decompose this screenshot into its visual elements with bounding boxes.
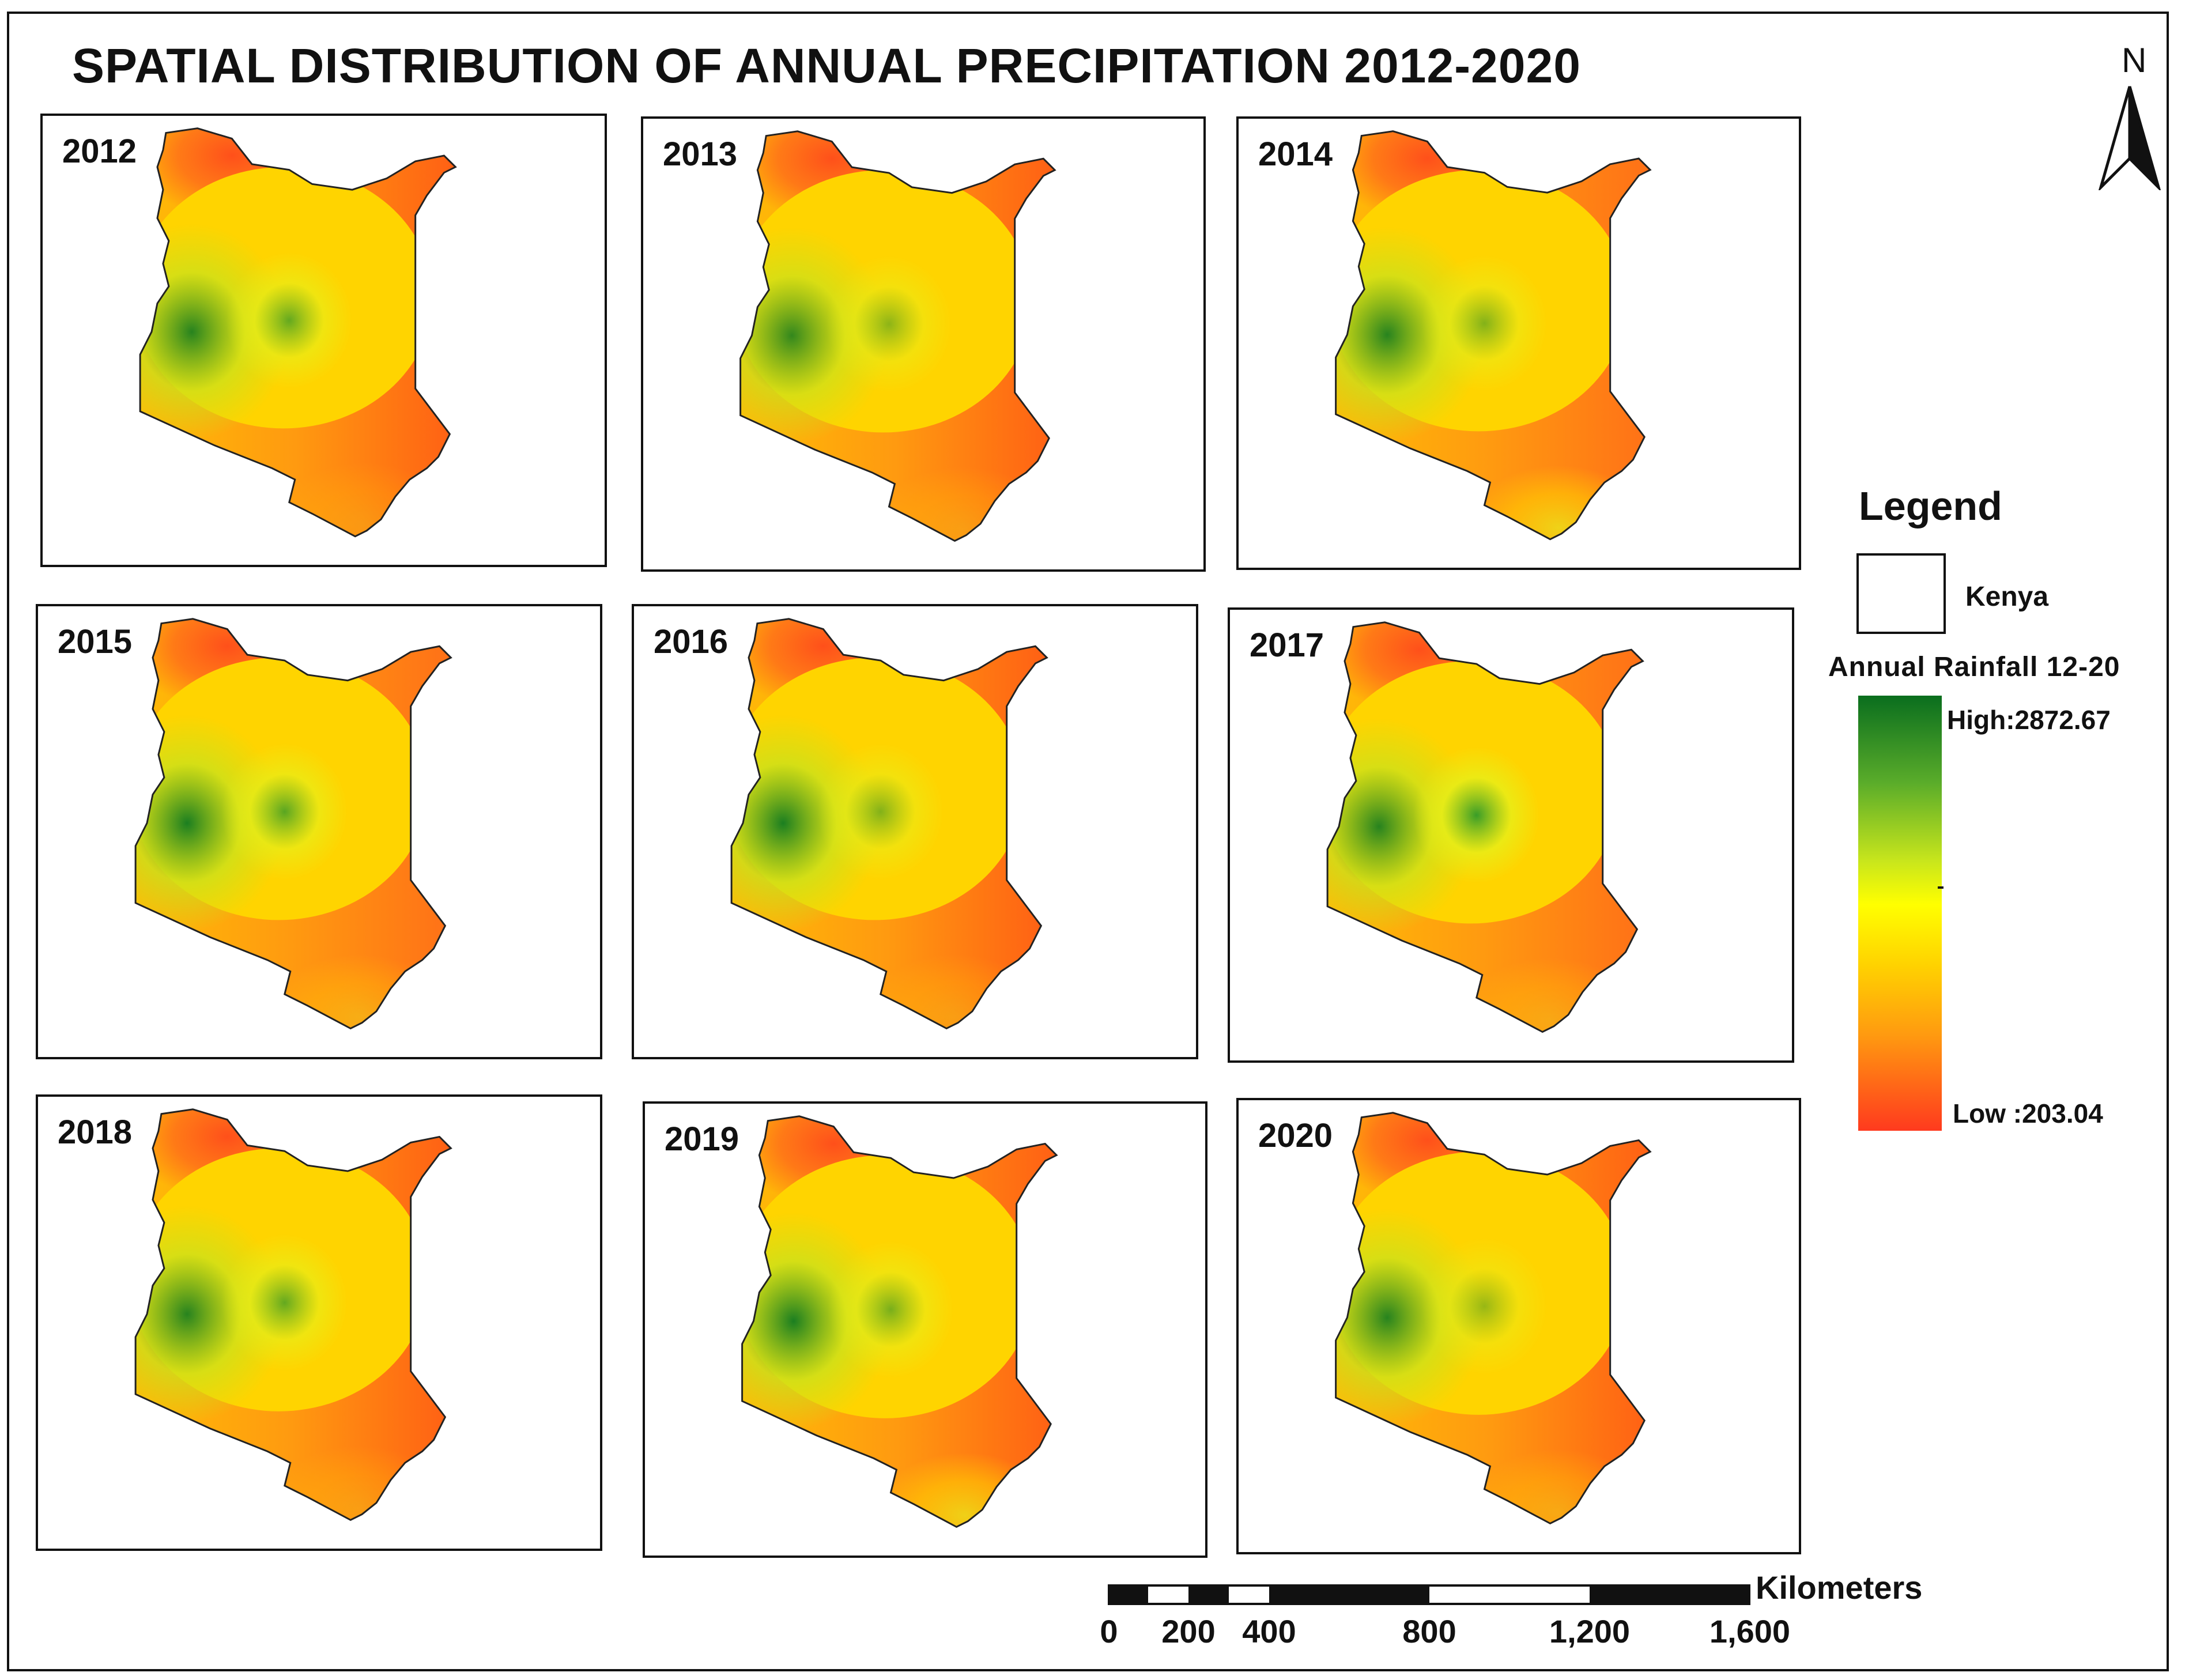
map-panel-2020: 2020 <box>1236 1098 1801 1554</box>
ramp-high-label: High:2872.67 <box>1947 705 2111 735</box>
kenya-boundary <box>134 618 452 1030</box>
scale-tick-label: 400 <box>1242 1613 1296 1649</box>
panel-year-label: 2014 <box>1255 135 1337 173</box>
map-panel-2012: 2012 <box>40 114 607 567</box>
scale-bar <box>1108 1584 1750 1605</box>
map-panel-2018: 2018 <box>36 1094 602 1551</box>
wet-central-highlands <box>221 1234 348 1372</box>
panel-year-label: 2015 <box>54 622 136 661</box>
map-panel-2014: 2014 <box>1236 116 1801 570</box>
north-label: N <box>2122 41 2147 80</box>
kenya-boundary <box>739 130 1056 542</box>
wet-central-highlands <box>1413 746 1540 884</box>
panel-year-label: 2013 <box>659 135 741 173</box>
kenya-rainfall-map <box>134 1108 452 1522</box>
legend-title: Legend <box>1859 484 2002 528</box>
kenya-rainfall-map <box>1326 621 1644 1033</box>
map-title: SPATIAL DISTRIBUTION OF ANNUAL PRECIPITA… <box>72 39 1581 93</box>
wet-central-highlands <box>817 743 944 881</box>
kenya-boundary <box>730 618 1048 1030</box>
kenya-rainfall-map <box>1335 1112 1652 1525</box>
panel-year-label: 2020 <box>1255 1116 1337 1155</box>
kenya-boundary <box>139 127 457 538</box>
kenya-rainfall-map <box>730 618 1048 1030</box>
map-panel-2015: 2015 <box>36 604 602 1059</box>
map-panel-2019: 2019 <box>643 1101 1207 1558</box>
ramp-low-label: Low :203.04 <box>1953 1098 2103 1128</box>
wet-central-highlands <box>826 255 952 393</box>
wet-central-highlands <box>1421 1237 1548 1375</box>
wet-central-highlands <box>1421 255 1548 392</box>
scale-tick-label: 1,200 <box>1549 1613 1631 1649</box>
kenya-rainfall-map <box>741 1115 1058 1528</box>
kenya-legend-label: Kenya <box>1965 582 2049 612</box>
ramp-mid-tick <box>1938 886 1944 889</box>
scale-tick-label: 0 <box>1100 1613 1118 1649</box>
panel-year-label: 2018 <box>54 1113 136 1152</box>
map-panel-2013: 2013 <box>641 116 1206 572</box>
rainfall-ramp-title: Annual Rainfall 12-20 <box>1828 652 2120 682</box>
kenya-boundary <box>1326 621 1644 1033</box>
north-arrow-icon <box>2098 86 2161 190</box>
wet-central-highlands <box>226 252 353 389</box>
kenya-boundary <box>741 1115 1058 1528</box>
panel-year-label: 2016 <box>650 622 732 661</box>
kenya-boundary <box>1335 1112 1652 1525</box>
panel-year-label: 2019 <box>661 1120 743 1158</box>
map-panel-2016: 2016 <box>632 604 1198 1059</box>
kenya-rainfall-map <box>134 618 452 1030</box>
rainfall-color-ramp <box>1858 696 1942 1131</box>
kenya-boundary-swatch <box>1856 553 1946 634</box>
kenya-rainfall-map <box>739 130 1056 542</box>
wet-central-highlands <box>828 1241 954 1379</box>
scale-tick-label: 200 <box>1161 1613 1216 1649</box>
wet-central-highlands <box>221 743 348 881</box>
kenya-rainfall-map <box>139 127 457 538</box>
scale-unit-label: Kilometers <box>1756 1569 1923 1606</box>
scale-tick-label: 1,600 <box>1709 1613 1791 1649</box>
map-panel-2017: 2017 <box>1228 607 1794 1063</box>
panel-year-label: 2017 <box>1246 626 1328 665</box>
kenya-rainfall-map <box>1335 130 1652 541</box>
kenya-boundary <box>134 1108 452 1522</box>
scale-tick-label: 800 <box>1402 1613 1456 1649</box>
kenya-boundary <box>1335 130 1652 541</box>
panel-year-label: 2012 <box>59 132 141 171</box>
